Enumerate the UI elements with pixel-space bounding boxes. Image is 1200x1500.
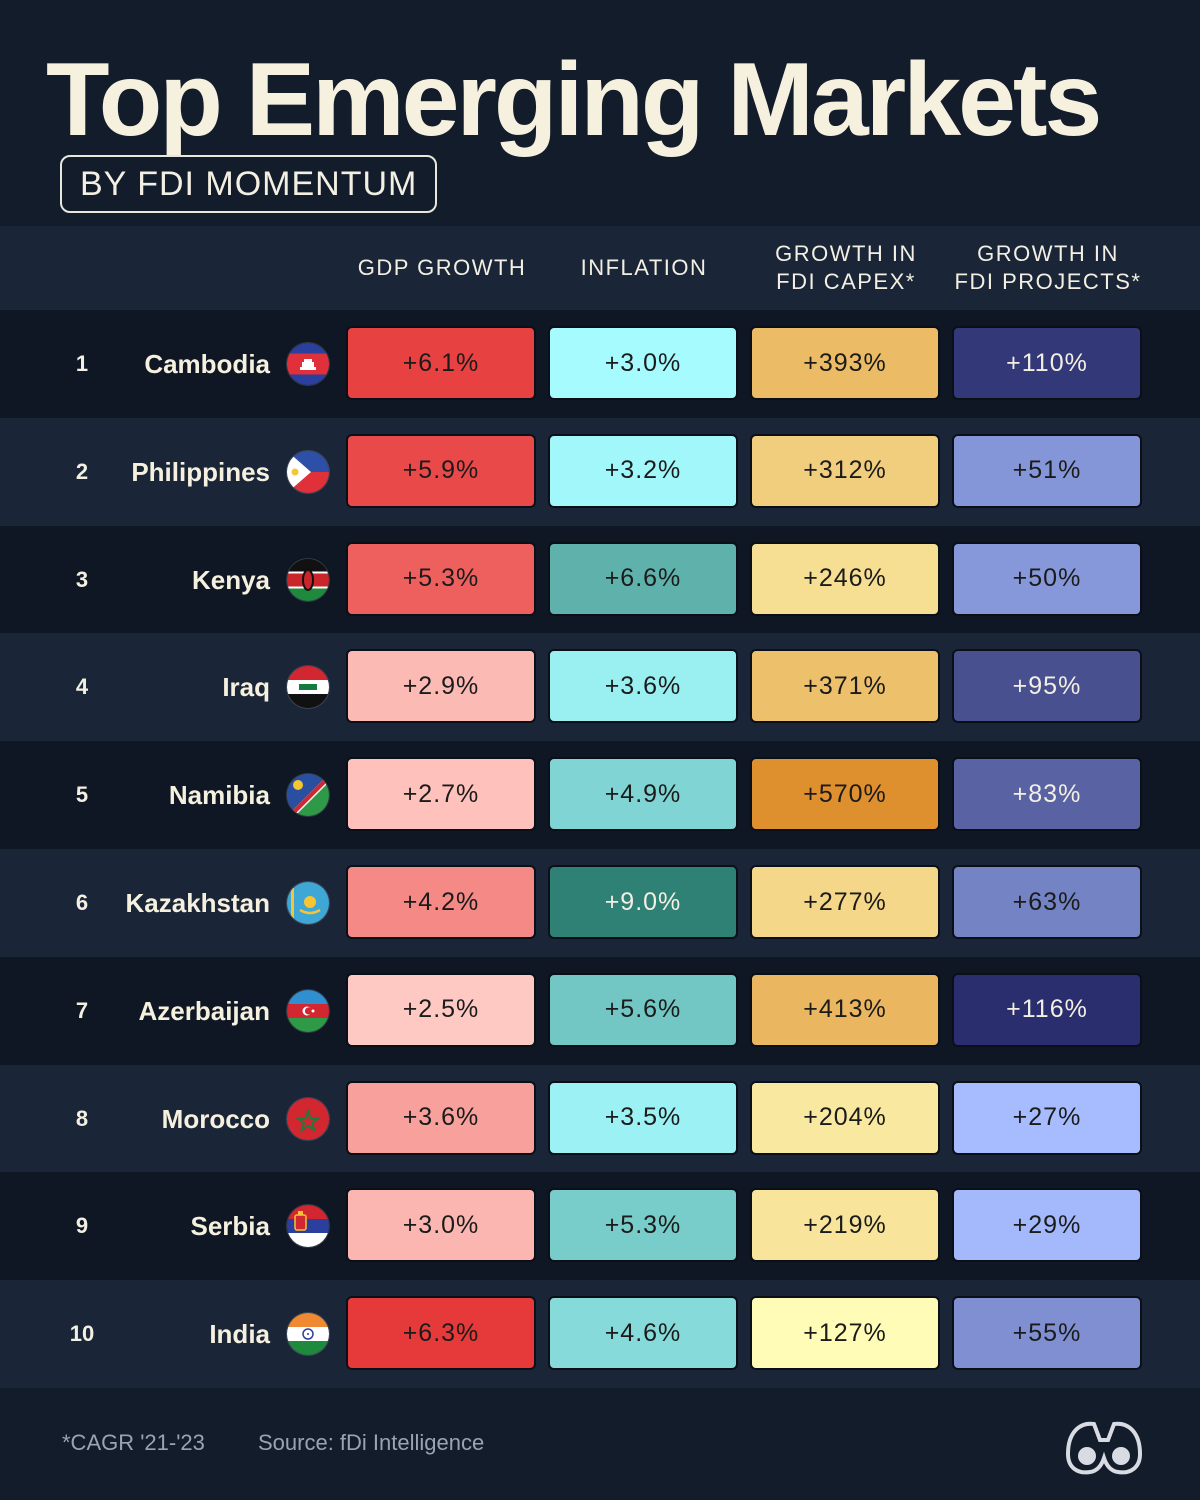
namibia-flag-icon — [287, 774, 329, 817]
column-header-inflation: INFLATION — [580, 255, 708, 280]
cell-fdi-projects: +27% — [952, 1080, 1142, 1155]
country-name: Cambodia — [144, 349, 270, 379]
cell-gdp-growth: +6.1% — [346, 326, 536, 400]
country-name: Azerbaijan — [138, 995, 271, 1026]
country-name: Kenya — [191, 564, 270, 595]
rank-label: 3 — [75, 566, 89, 592]
footnote: *CAGR '21-'23 — [62, 1430, 205, 1455]
azerbaijan-flag-icon — [287, 989, 329, 1032]
cell-fdi-projects: +50% — [952, 541, 1142, 616]
cell-fdi-projects: +51% — [952, 433, 1142, 508]
cell-gdp-growth: +5.9% — [346, 433, 536, 508]
cell-fdi-capex: +204% — [750, 1080, 940, 1155]
table-header: GDP GROWTH INFLATION GROWTH IN FDI CAPEX… — [0, 226, 1200, 310]
binoculars-logo-icon — [1065, 1421, 1143, 1475]
kazakhstan-flag-icon — [287, 882, 329, 924]
cell-fdi-capex: +127% — [750, 1296, 940, 1371]
philippines-flag-icon — [287, 450, 329, 493]
country-name: Morocco — [161, 1103, 270, 1134]
cell-inflation: +3.2% — [548, 433, 738, 508]
cell-fdi-capex: +219% — [750, 1188, 940, 1263]
cell-fdi-projects: +63% — [952, 865, 1142, 939]
cell-gdp-growth: +6.3% — [346, 1296, 536, 1371]
cell-inflation: +5.6% — [548, 972, 738, 1047]
rank-label: 4 — [75, 674, 89, 700]
rank-label: 7 — [75, 997, 89, 1023]
cell-fdi-capex: +570% — [750, 757, 940, 832]
cell-gdp-growth: +5.3% — [346, 541, 536, 616]
serbia-flag-icon — [287, 1205, 329, 1248]
table-row: 8 Morocco +3.6% +3.5% +204% +27% — [0, 1064, 1200, 1173]
table-row: 10 India +6.3% +4.6% +127% +55% — [0, 1280, 1200, 1389]
cell-gdp-growth: +2.5% — [346, 972, 536, 1047]
cell-fdi-projects: +95% — [952, 649, 1142, 724]
cell-fdi-capex: +413% — [750, 972, 940, 1047]
country-name: Philippines — [131, 456, 270, 487]
country-name: India — [209, 1319, 270, 1350]
cell-inflation: +3.0% — [548, 326, 738, 400]
table-row: 1 Cambodia +6.1% +3.0% +393% +110% — [0, 310, 1200, 418]
cell-fdi-projects: +83% — [952, 757, 1142, 832]
rank-label: 10 — [69, 1321, 95, 1347]
cell-fdi-projects: +55% — [952, 1296, 1142, 1371]
table-row: 4 Iraq +2.9% +3.6% +371% +95% — [0, 633, 1200, 742]
kenya-flag-icon — [287, 558, 329, 601]
cell-inflation: +5.3% — [548, 1188, 738, 1263]
rank-label: 2 — [75, 458, 89, 484]
cell-gdp-growth: +4.2% — [346, 865, 536, 939]
table-row: 9 Serbia +3.0% +5.3% +219% +29% — [0, 1172, 1200, 1281]
cell-fdi-projects: +110% — [952, 326, 1142, 400]
country-name: Kazakhstan — [125, 888, 271, 918]
cell-inflation: +9.0% — [548, 865, 738, 939]
country-name: Namibia — [168, 780, 270, 811]
cell-inflation: +4.6% — [548, 1296, 738, 1371]
table-row: 6 Kazakhstan +4.2% +9.0% +277% +63% — [0, 849, 1200, 957]
cell-fdi-projects: +29% — [952, 1188, 1142, 1263]
cell-inflation: +3.5% — [548, 1080, 738, 1155]
page-title: Top Emerging Markets — [46, 42, 1102, 158]
cell-inflation: +4.9% — [548, 757, 738, 832]
cell-gdp-growth: +3.0% — [346, 1188, 536, 1263]
table-row: 2 Philippines +5.9% +3.2% +312% +51% — [0, 417, 1200, 526]
country-name: Serbia — [190, 1211, 271, 1242]
cambodia-flag-icon — [287, 343, 329, 385]
cell-fdi-capex: +312% — [750, 433, 940, 508]
cell-gdp-growth: +2.7% — [346, 757, 536, 832]
iraq-flag-icon — [287, 666, 329, 709]
column-header-fdi-projects: GROWTH IN FDI PROJECTS* — [954, 241, 1142, 294]
rank-label: 5 — [75, 782, 89, 808]
rank-label: 8 — [75, 1105, 89, 1131]
cell-fdi-capex: +371% — [750, 649, 940, 724]
cell-fdi-projects: +116% — [952, 972, 1142, 1047]
rank-label: 1 — [75, 351, 89, 376]
table-row: 5 Namibia +2.7% +4.9% +570% +83% — [0, 741, 1200, 850]
table-row: 7 Azerbaijan +2.5% +5.6% +413% +116% — [0, 956, 1200, 1065]
morocco-flag-icon — [287, 1097, 329, 1140]
cell-fdi-capex: +246% — [750, 541, 940, 616]
page-subtitle: BY FDI MOMENTUM — [60, 155, 438, 213]
india-flag-icon — [287, 1313, 329, 1356]
rank-label: 9 — [75, 1213, 89, 1239]
cell-gdp-growth: +3.6% — [346, 1080, 536, 1155]
data-table: GDP GROWTH INFLATION GROWTH IN FDI CAPEX… — [0, 226, 1200, 1389]
column-header-gdp-growth: GDP GROWTH — [357, 255, 527, 280]
country-name: Iraq — [222, 672, 270, 703]
source-note: Source: fDi Intelligence — [258, 1430, 485, 1455]
cell-fdi-capex: +393% — [750, 326, 940, 400]
rank-label: 6 — [75, 890, 89, 915]
cell-gdp-growth: +2.9% — [346, 649, 536, 724]
table-row: 3 Kenya +5.3% +6.6% +246% +50% — [0, 525, 1200, 634]
column-header-fdi-capex: GROWTH IN FDI CAPEX* — [775, 241, 917, 294]
cell-inflation: +3.6% — [548, 649, 738, 724]
cell-fdi-capex: +277% — [750, 865, 940, 939]
cell-inflation: +6.6% — [548, 541, 738, 616]
